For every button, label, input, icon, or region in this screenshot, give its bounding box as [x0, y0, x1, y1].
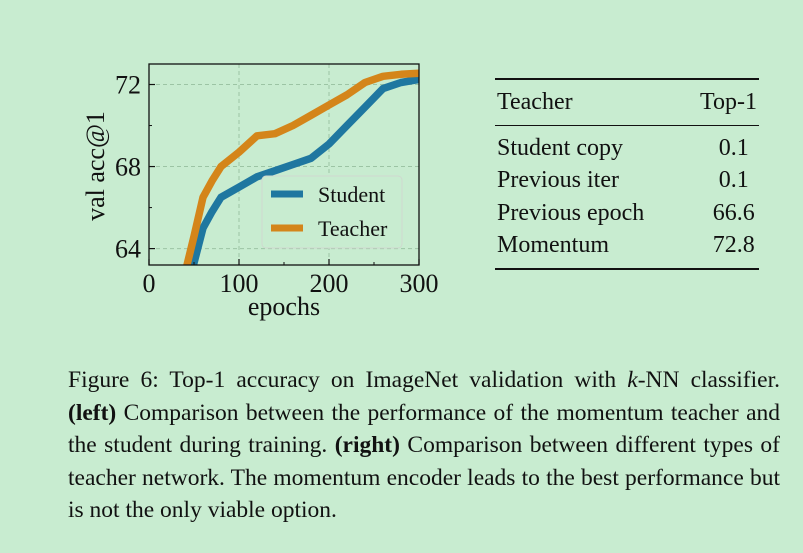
y-tick-label: 72	[115, 71, 141, 100]
table-cell-teacher: Student copy	[497, 134, 623, 161]
x-tick-label: 100	[220, 269, 259, 298]
x-axis-label: epochs	[248, 292, 320, 321]
caption-left-text: Comparison between the performance of th…	[68, 399, 780, 459]
y-axis-label: val acc@1	[81, 111, 110, 221]
table-cell-teacher: Momentum	[495, 229, 651, 270]
table-cell-top1: 0.1	[718, 134, 749, 161]
series-line-teacher	[183, 69, 419, 265]
caption-right-text: Comparison between different types of te…	[68, 432, 780, 523]
chart-legend: Student Teacher	[261, 175, 403, 249]
table-cell-top1: 72.8	[650, 229, 759, 270]
table-cell-teacher: Previous epoch	[497, 199, 645, 226]
caption-left-label: (left)	[68, 399, 117, 426]
table-header-teacher: Teacher	[495, 78, 651, 126]
table-row: Previous epoch 66.6	[495, 197, 759, 230]
table-header-top1: Top-1	[650, 78, 759, 126]
table-cell-top1: 0.1	[718, 167, 749, 193]
legend-label-teacher: Teacher	[318, 216, 388, 241]
table-row: Previous iter 0.1	[495, 164, 759, 197]
y-tick-label: 64	[115, 235, 141, 264]
teacher-comparison-table: Teacher Top-1 Student copy 0.1 Previous …	[495, 78, 759, 270]
caption-prefix: Figure 6: Top-1 accuracy on ImageNet val…	[68, 367, 628, 393]
caption-right-label: (right)	[334, 432, 400, 458]
y-tick-label: 68	[115, 153, 141, 182]
x-tick-label: 200	[310, 269, 349, 298]
figure-caption: Figure 6: Top-1 accuracy on ImageNet val…	[68, 364, 780, 527]
caption-k-symbol: k	[627, 367, 638, 393]
table-cell-top1: 66.6	[712, 199, 755, 226]
accuracy-line-chart: 0 100 200 300 64 68 72 epochs val acc@1 Studen…	[81, 63, 439, 321]
x-tick-label: 300	[400, 269, 439, 298]
caption-after-k: -NN classifier.	[637, 367, 780, 393]
table-cell-teacher: Previous iter	[497, 167, 619, 193]
table-header-row: Teacher Top-1	[495, 78, 759, 126]
table-row: Student copy 0.1	[495, 125, 759, 164]
x-tick-label: 0	[143, 269, 156, 298]
series-line-student	[189, 75, 419, 265]
legend-label-student: Student	[318, 182, 385, 207]
table-row: Momentum 72.8	[495, 229, 759, 270]
